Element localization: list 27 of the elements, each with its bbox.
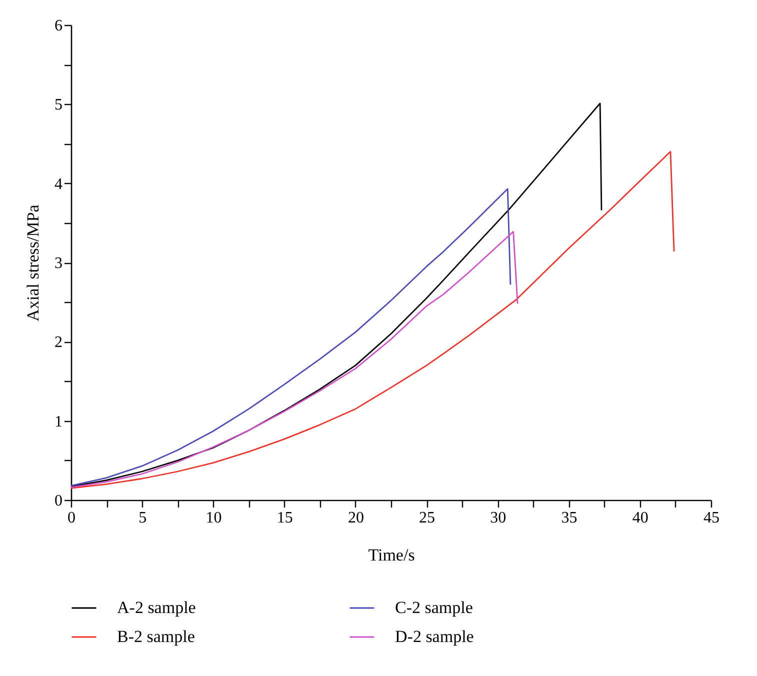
x-tick-label: 30 bbox=[490, 510, 506, 526]
x-axis-title: Time/s bbox=[368, 546, 415, 564]
legend-label: C-2 sample bbox=[395, 598, 473, 617]
line-series bbox=[71, 230, 518, 488]
x-tick-label: 25 bbox=[419, 510, 436, 526]
x-tick-label: 35 bbox=[561, 510, 578, 526]
x-tick-label: 15 bbox=[276, 510, 293, 526]
x-tick-label: 40 bbox=[632, 510, 648, 526]
y-tick-label: 2 bbox=[54, 334, 62, 352]
y-axis-title: Axial stress/MPa bbox=[24, 204, 42, 322]
y-tick-label: 6 bbox=[54, 18, 62, 34]
x-tick-label: 0 bbox=[68, 510, 76, 526]
y-tick-label: 3 bbox=[54, 255, 62, 272]
line-series bbox=[71, 188, 512, 486]
y-tick-label: 5 bbox=[54, 96, 62, 114]
line-series bbox=[71, 102, 602, 488]
legend-label: B-2 sample bbox=[117, 627, 195, 646]
x-tick-label: 20 bbox=[348, 510, 364, 526]
line-series bbox=[71, 150, 675, 489]
x-tick-label: 45 bbox=[704, 510, 720, 526]
x-tick-label: 5 bbox=[138, 510, 147, 526]
legend-label: D-2 sample bbox=[395, 627, 474, 646]
y-tick-label: 0 bbox=[54, 492, 62, 510]
y-tick-label: 4 bbox=[54, 176, 62, 193]
legend-label: A-2 sample bbox=[117, 598, 196, 617]
x-tick-label: 10 bbox=[206, 510, 222, 526]
y-tick-label: 1 bbox=[54, 413, 62, 430]
